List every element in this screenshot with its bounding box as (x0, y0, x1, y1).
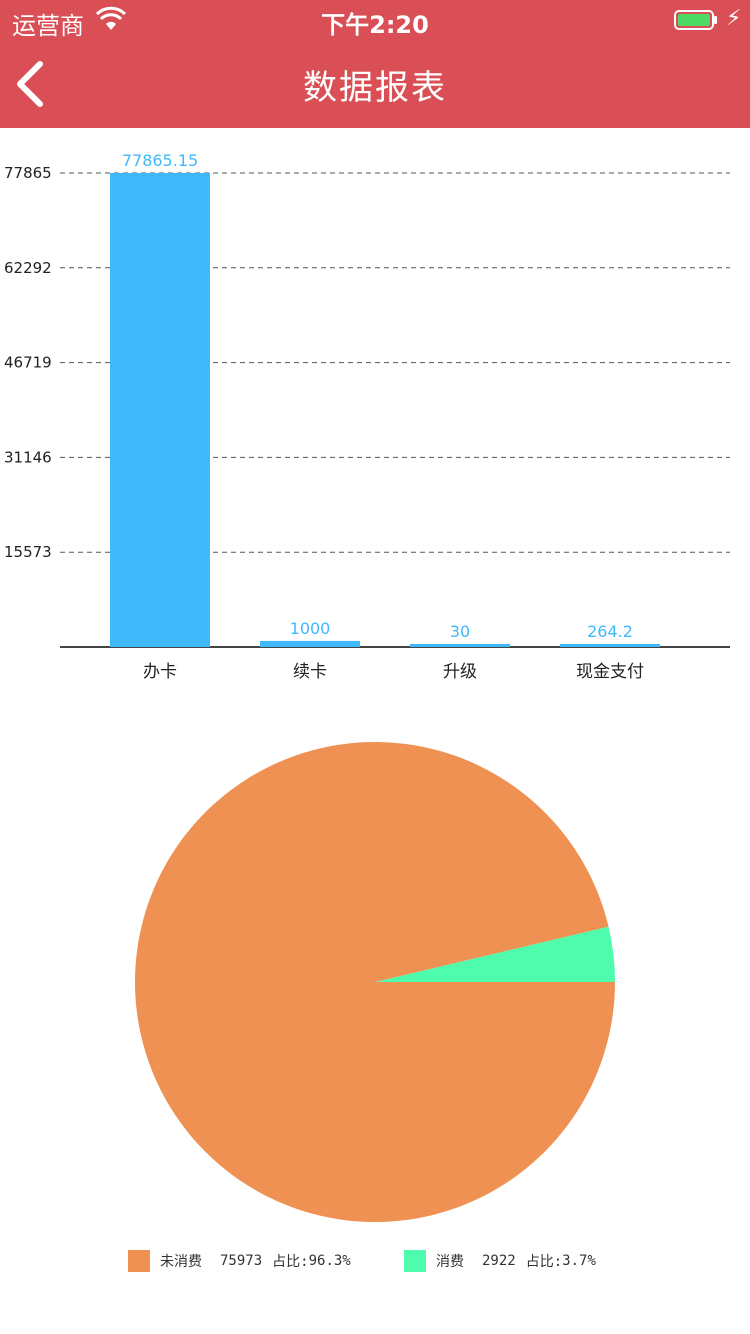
charging-bolt-icon: ⚡ (726, 6, 741, 31)
legend-value: 2922 (482, 1253, 516, 1269)
legend-swatch-used (404, 1250, 426, 1272)
y-tick-label: 15573 (4, 543, 52, 561)
legend-pct-label: 占比: (526, 1251, 562, 1271)
page-title: 数据报表 (0, 60, 750, 109)
legend-item-unused: 未消费 75973 占比: 96.3% (128, 1248, 351, 1274)
legend-name: 未消费 (160, 1251, 202, 1271)
y-tick-label: 77865 (4, 164, 52, 182)
legend-item-used: 消费 2922 占比: 3.7% (404, 1248, 596, 1274)
legend-pct: 3.7% (562, 1253, 596, 1269)
status-bar: 运营商 下午2:20 ⚡ (0, 0, 750, 40)
x-tick-label: 办卡 (143, 662, 177, 682)
legend-name: 消费 (436, 1251, 464, 1271)
bar (110, 173, 210, 647)
legend-pct-label: 占比: (272, 1251, 308, 1271)
y-tick-label: 62292 (4, 259, 52, 277)
pie-slice (135, 742, 615, 1222)
x-tick-label: 续卡 (293, 662, 327, 682)
bar (560, 644, 660, 647)
legend-pct: 96.3% (309, 1253, 351, 1269)
bar-chart: 15573 31146 46719 62292 77865 77865.15 办卡 1000 续… (0, 128, 750, 698)
y-tick-label: 46719 (4, 354, 52, 372)
bar (260, 641, 360, 647)
pie-chart (0, 700, 750, 1260)
bar-data-label: 77865.15 (122, 151, 198, 170)
pie-legend: 未消费 75973 占比: 96.3% 消费 2922 占比: 3.7% (0, 1248, 750, 1274)
x-tick-label: 升级 (443, 662, 477, 682)
legend-value: 75973 (220, 1253, 262, 1269)
bar-data-label: 264.2 (587, 622, 633, 641)
bar-data-label: 1000 (290, 619, 331, 638)
y-tick-label: 31146 (4, 448, 52, 466)
battery-icon (674, 10, 718, 30)
clock: 下午2:20 (0, 5, 750, 40)
legend-swatch-unused (128, 1250, 150, 1272)
bar (410, 644, 510, 647)
nav-bar: 数据报表 (0, 40, 750, 128)
x-tick-label: 现金支付 (576, 662, 644, 682)
bar-data-label: 30 (450, 622, 470, 641)
